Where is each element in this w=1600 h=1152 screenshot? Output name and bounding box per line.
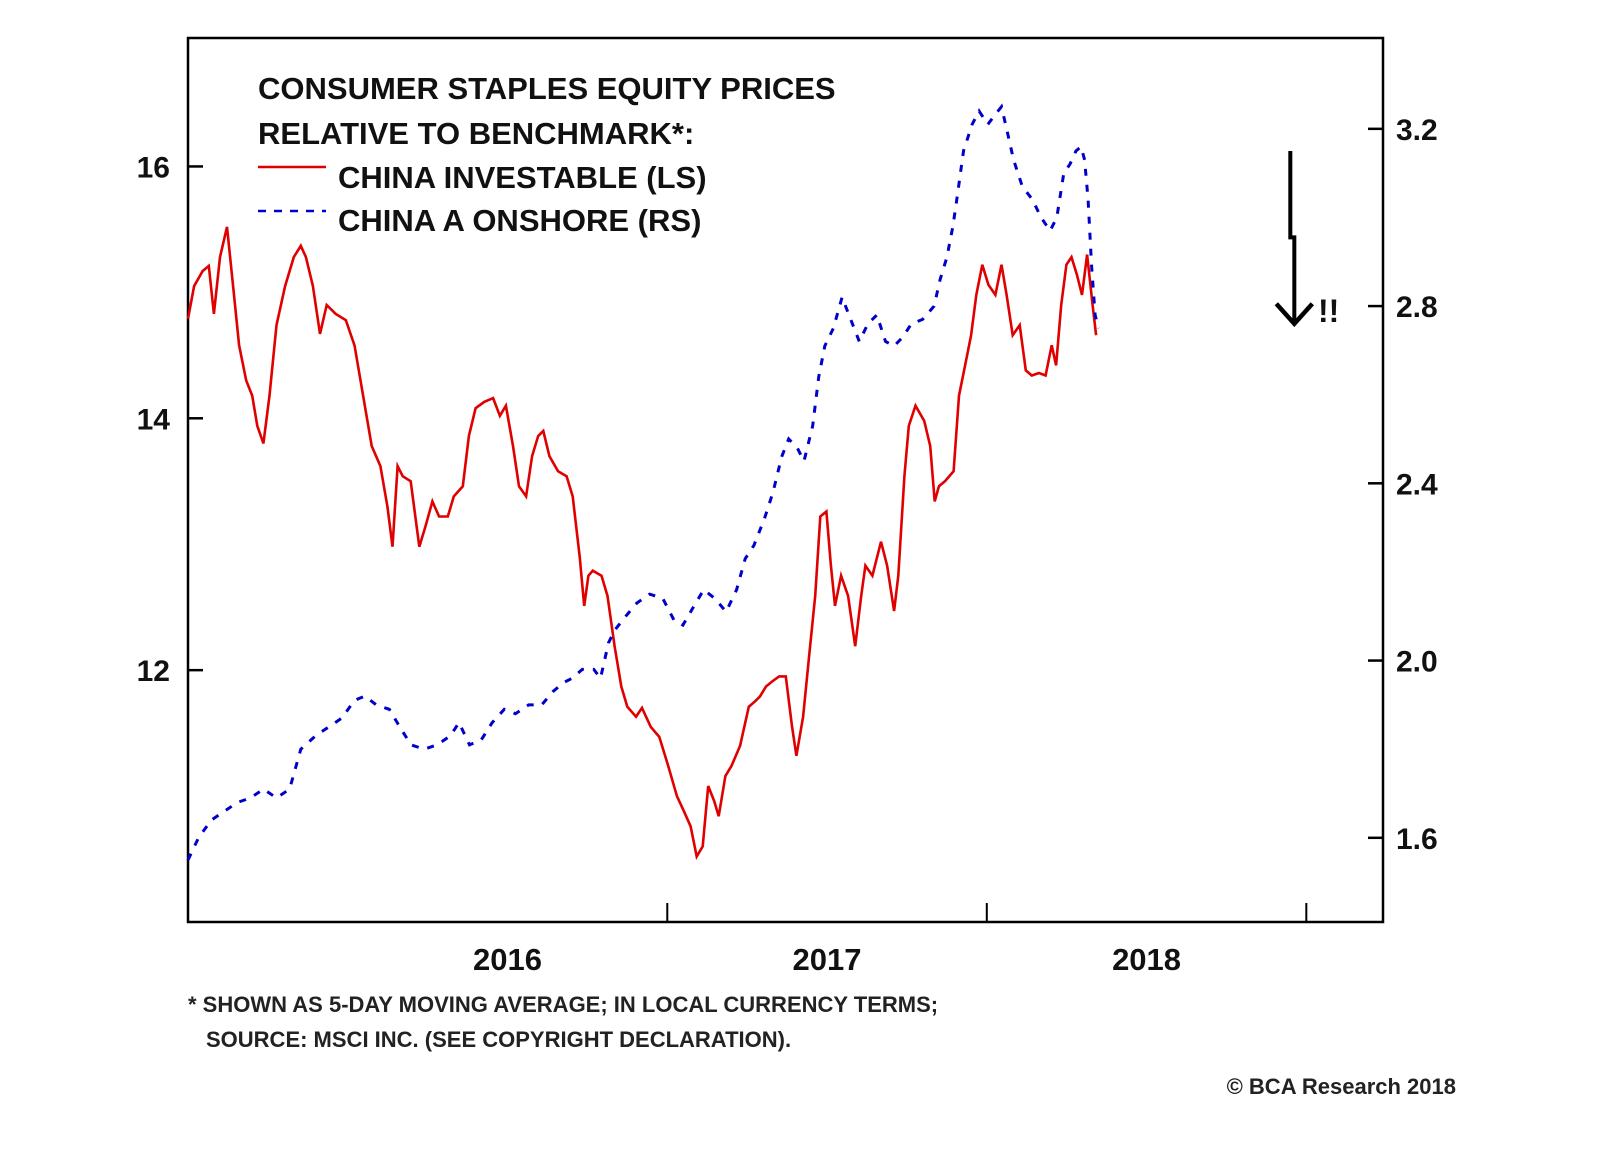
- right-axis: 1.6 2.0 2.4 2.8 3.2: [1368, 114, 1438, 856]
- annotation-layer: [1274, 150, 1314, 328]
- left-axis-tick-label: 14: [137, 403, 171, 436]
- legend-label-china-investable: CHINA INVESTABLE (LS): [338, 160, 707, 195]
- chart-subtitle: RELATIVE TO BENCHMARK*:: [258, 116, 694, 151]
- series-layer: [186, 103, 1101, 861]
- plot-frame: [186, 36, 1385, 924]
- footnote-line-1: * SHOWN AS 5-DAY MOVING AVERAGE; IN LOCA…: [188, 992, 938, 1017]
- chart-title: CONSUMER STAPLES EQUITY PRICES: [258, 71, 836, 106]
- right-axis-tick-label: 2.0: [1396, 646, 1438, 679]
- x-axis: 2016 2017 2018: [473, 903, 1308, 977]
- right-axis-tick-label: 1.6: [1396, 823, 1438, 856]
- down-arrow-shaft: [1288, 150, 1297, 324]
- right-axis-tick-label: 3.2: [1396, 114, 1438, 147]
- left-axis-tick-label: 16: [137, 151, 170, 184]
- legend: CONSUMER STAPLES EQUITY PRICES RELATIVE …: [258, 71, 836, 238]
- right-axis-tick-label: 2.4: [1396, 468, 1438, 501]
- legend-label-china-a-onshore: CHINA A ONSHORE (RS): [338, 203, 701, 238]
- down-arrow-icon: [1274, 302, 1314, 328]
- copyright: © BCA Research 2018: [1227, 1074, 1456, 1099]
- x-axis-label-2016: 2016: [473, 942, 542, 977]
- left-axis-tick-label: 12: [137, 655, 170, 688]
- x-axis-label-2018: 2018: [1112, 942, 1181, 977]
- right-axis-tick-label: 2.8: [1396, 291, 1438, 324]
- footnote-line-2: SOURCE: MSCI INC. (SEE COPYRIGHT DECLARA…: [206, 1027, 791, 1052]
- left-axis: 12 14 16: [137, 151, 203, 688]
- annotation-exclamation: !!: [1318, 293, 1339, 329]
- x-axis-label-2017: 2017: [793, 942, 862, 977]
- series-line-china-a-onshore: [186, 103, 1101, 861]
- series-line-china-investable: [186, 226, 1098, 861]
